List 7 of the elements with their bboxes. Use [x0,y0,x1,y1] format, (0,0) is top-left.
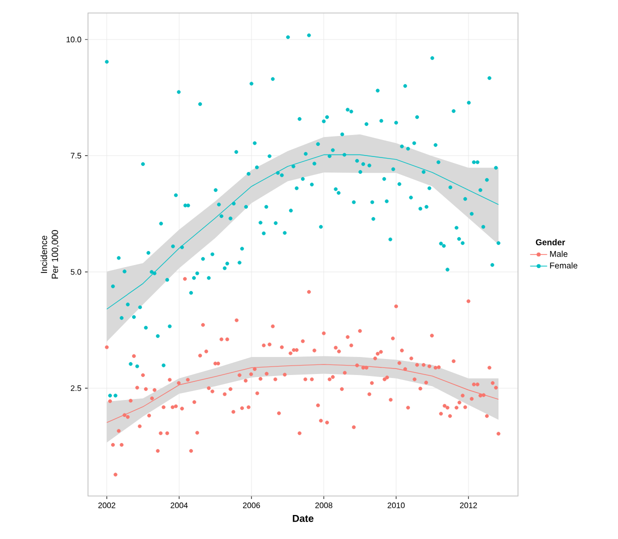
line-series [106,364,499,423]
y-axis-title: Incidence Per 100,000 [40,230,60,278]
legend-label: Male [550,250,568,257]
x-axis-title: Date [292,514,314,522]
legend-title: Gender [536,239,566,246]
legend-label: Female [550,262,578,269]
line-series [106,154,499,310]
